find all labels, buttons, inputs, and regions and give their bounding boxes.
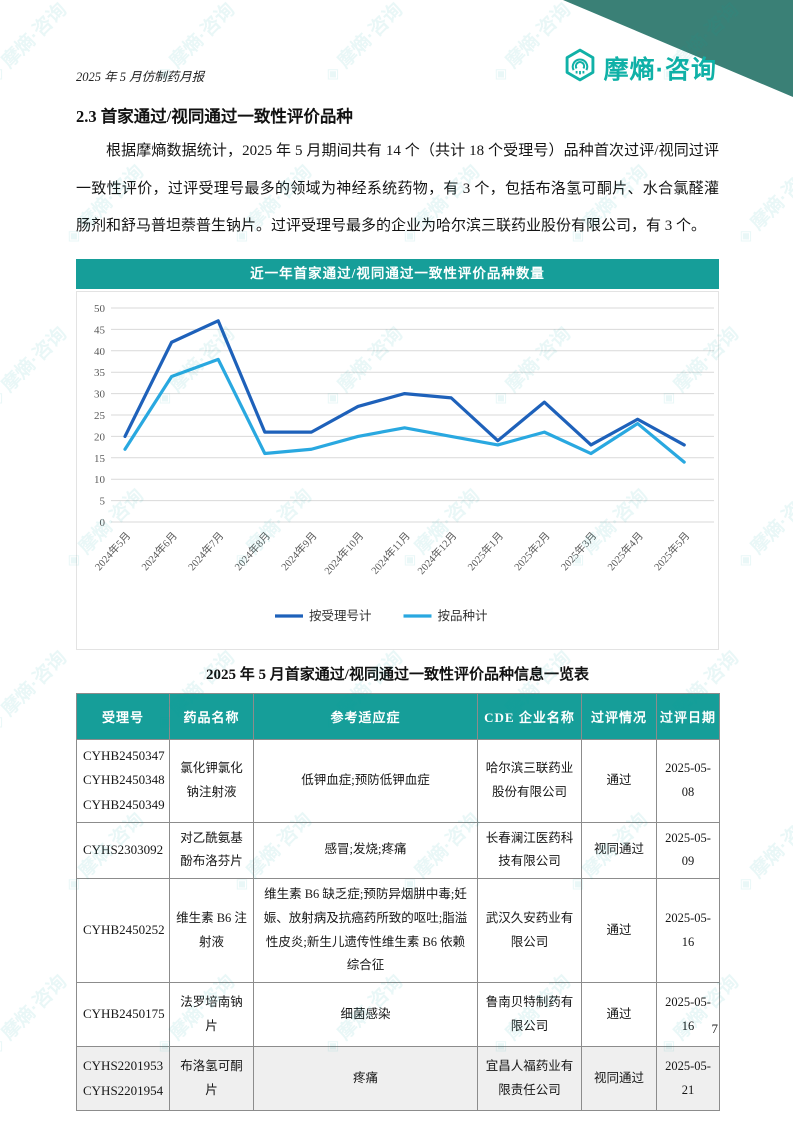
table-cell: 通过 <box>581 982 657 1048</box>
watermark: ◈ 摩熵·咨询 <box>0 323 72 411</box>
table-row: CYHS2303092 对乙酰氨基酚布洛芬片 感冒;发烧;疼痛 长春澜江医药科技有限公… <box>76 821 720 880</box>
y-axis-tick-label: 5 <box>100 495 106 507</box>
y-axis-tick-label: 30 <box>94 388 106 400</box>
table-cell: 宜昌人福药业有限责任公司 <box>477 1046 582 1112</box>
table-cell: CYHB2450347 CYHB2450348 CYHB2450349 <box>76 738 170 823</box>
table-cell: 感冒;发烧;疼痛 <box>253 821 478 880</box>
table-body: CYHB2450347 CYHB2450348 CYHB2450349 氯化钾氯化… <box>76 738 720 1112</box>
y-axis-tick-label: 50 <box>94 303 106 315</box>
chart-line-按品种计 <box>123 357 686 464</box>
table-cell: 武汉久安药业有限公司 <box>477 878 582 984</box>
line-chart: 0 5 10 15 20 25 30 35 40 45 50 2024年5月 2024年6月 2024年7… <box>92 303 714 623</box>
table-header-cell: 药品名称 <box>169 692 254 740</box>
body-paragraph: 根据摩熵数据统计，2025 年 5 月期间共有 14 个（共计 18 个受理号）… <box>76 143 719 234</box>
table-row: CYHB2450175 法罗培南钠片 细菌感染 鲁南贝特制药有限公司 通过 2025-05… <box>76 982 720 1048</box>
table-cell: CYHS2201953 CYHS2201954 <box>76 1046 170 1112</box>
watermark: ◈ 摩熵·咨询 <box>0 0 72 87</box>
legend-label: 按受理号计 <box>309 609 372 623</box>
table-cell: 2025-05-16 <box>656 982 720 1048</box>
table-cell: 通过 <box>581 738 657 823</box>
x-axis-tick-label: 2025年1月 <box>465 529 506 573</box>
y-axis-tick-label: 40 <box>94 345 106 357</box>
table-cell: CYHB2450175 <box>76 982 170 1048</box>
watermark: ◈ 摩熵·咨询 <box>732 809 793 897</box>
table-cell: CYHS2303092 <box>76 821 170 880</box>
table-header-cell: CDE 企业名称 <box>477 692 582 740</box>
table-header-cell: 受理号 <box>76 692 170 740</box>
x-axis-tick-label: 2025年5月 <box>651 529 692 573</box>
table-header-cell: 过评情况 <box>581 692 657 740</box>
x-axis-tick-label: 2024年9月 <box>278 529 319 573</box>
table-cell: 氯化钾氯化钠注射液 <box>169 738 254 823</box>
table-cell: 哈尔滨三联药业股份有限公司 <box>477 738 582 823</box>
watermark: ◈ 摩熵·咨询 <box>732 485 793 573</box>
table-cell: 视同通过 <box>581 821 657 880</box>
y-axis-tick-label: 15 <box>94 452 106 464</box>
table-cell: 维生素 B6 缺乏症;预防异烟肼中毒;妊娠、放射病及抗癌药所致的呕吐;脂溢性皮炎… <box>253 878 478 984</box>
x-axis-tick-label: 2024年12月 <box>415 529 460 577</box>
table-cell: 法罗培南钠片 <box>169 982 254 1048</box>
watermark: ◈ 摩熵·咨询 <box>0 647 72 735</box>
table-title: 2025 年 5 月首家通过/视同通过一致性评价品种信息一览表 <box>206 666 589 683</box>
watermark: ◈ 摩熵·咨询 <box>732 161 793 249</box>
table-row: CYHB2450347 CYHB2450348 CYHB2450349 氯化钾氯化… <box>76 738 720 823</box>
table-header-cell: 参考适应症 <box>253 692 478 740</box>
section-heading: 2.3 首家通过/视同通过一致性评价品种 <box>76 107 353 126</box>
chart-line-按受理号计 <box>123 318 686 447</box>
x-axis-tick-label: 2024年5月 <box>92 529 133 573</box>
x-axis-tick-label: 2024年10月 <box>321 529 366 577</box>
table-cell: 布洛氢可酮片 <box>169 1046 254 1112</box>
table-row: CYHS2201953 CYHS2201954 布洛氢可酮片 疼痛 宜昌人福药业有限责… <box>76 1046 720 1112</box>
x-axis-tick-label: 2024年11月 <box>368 529 413 576</box>
table-row: CYHB2450252 维生素 B6 注射液 维生素 B6 缺乏症;预防异烟肼中毒;… <box>76 878 720 984</box>
y-axis-tick-label: 35 <box>94 367 106 379</box>
table-cell: 对乙酰氨基酚布洛芬片 <box>169 821 254 880</box>
logo-hexagon-icon <box>563 48 597 87</box>
x-axis-tick-label: 2025年2月 <box>511 529 552 573</box>
table-cell: 维生素 B6 注射液 <box>169 878 254 984</box>
table-cell: 2025-05-16 <box>656 878 720 984</box>
company-logo: 摩熵·咨询 <box>563 48 717 87</box>
y-axis-tick-label: 25 <box>94 410 106 422</box>
report-title-header: 2025 年 5 月仿制药月报 <box>76 70 205 84</box>
document-header: 2025 年 5 月仿制药月报 摩熵·咨询 <box>76 48 719 87</box>
y-axis-tick-label: 0 <box>100 517 106 529</box>
table-cell: 通过 <box>581 878 657 984</box>
x-axis-tick-label: 2025年4月 <box>605 529 646 573</box>
logo-text: 摩熵·咨询 <box>603 55 717 84</box>
table-cell: 鲁南贝特制药有限公司 <box>477 982 582 1048</box>
legend-label: 按品种计 <box>438 609 488 623</box>
chart-card: 近一年首家通过/视同通过一致性评价品种数量 0 5 10 15 20 25 30 35 40 45… <box>76 258 719 650</box>
x-axis-tick-label: 2024年8月 <box>232 529 273 573</box>
chart-title-banner: 近一年首家通过/视同通过一致性评价品种数量 <box>76 258 719 289</box>
table-cell: 2025-05-21 <box>656 1046 720 1112</box>
y-axis-tick-label: 20 <box>94 431 106 443</box>
chart-plot-area: 0 5 10 15 20 25 30 35 40 45 50 2024年5月 2024年6月 2024年7… <box>76 290 719 650</box>
x-axis-tick-label: 2024年7月 <box>185 529 226 573</box>
table-header-row: 受理号 药品名称 参考适应症 CDE 企业名称 过评情况 过评日期 <box>76 692 720 740</box>
y-axis-tick-label: 45 <box>94 324 106 336</box>
approval-info-table: 受理号 药品名称 参考适应症 CDE 企业名称 过评情况 过评日期 CYHB2450347… <box>76 692 720 1112</box>
table-cell: 疼痛 <box>253 1046 478 1112</box>
table-cell: 长春澜江医药科技有限公司 <box>477 821 582 880</box>
table-cell: CYHB2450252 <box>76 878 170 984</box>
table-cell: 低钾血症;预防低钾血症 <box>253 738 478 823</box>
y-axis-tick-label: 10 <box>94 474 106 486</box>
table-cell: 2025-05-08 <box>656 738 720 823</box>
watermark: ◈ 摩熵·咨询 <box>0 971 72 1059</box>
x-axis-tick-label: 2024年6月 <box>139 529 180 573</box>
table-cell: 2025-05-09 <box>656 821 720 880</box>
page-number: 7 <box>711 1021 719 1036</box>
table-cell: 细菌感染 <box>253 982 478 1048</box>
table-header-cell: 过评日期 <box>656 692 720 740</box>
table-cell: 视同通过 <box>581 1046 657 1112</box>
x-axis-tick-label: 2025年3月 <box>558 529 599 573</box>
